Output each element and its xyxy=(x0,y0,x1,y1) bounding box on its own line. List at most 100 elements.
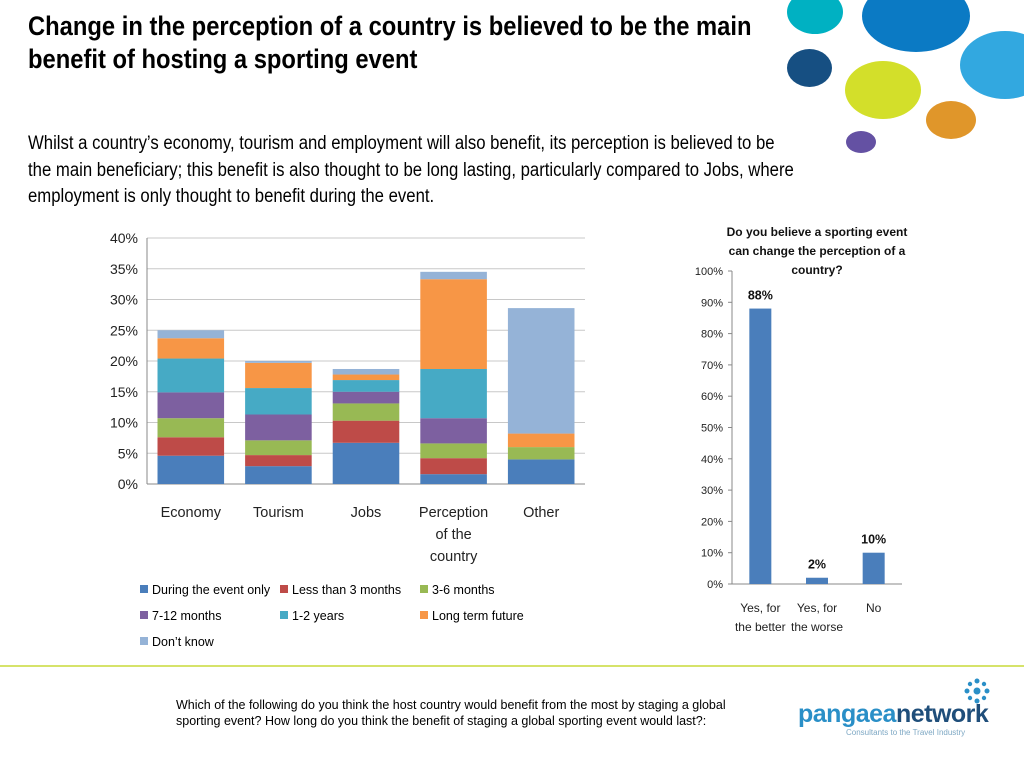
y-tick-label: 60% xyxy=(701,391,723,403)
legend-item: 3-6 months xyxy=(420,583,495,597)
y-tick-label: 5% xyxy=(118,445,138,461)
bar-segment xyxy=(332,442,400,484)
bar-segment xyxy=(507,447,575,460)
bar-segment xyxy=(157,437,225,456)
data-label: 88% xyxy=(748,289,773,303)
bar-segment xyxy=(157,418,225,438)
y-tick-label: 15% xyxy=(110,384,138,400)
decorative-circle-purple xyxy=(846,131,876,153)
x-tick-label: of the xyxy=(435,527,471,543)
legend-item: 7-12 months xyxy=(140,609,221,623)
y-tick-label: 30% xyxy=(701,485,723,497)
chart-title: can change the perception of a xyxy=(729,244,906,258)
bar-segment xyxy=(245,361,312,363)
legend-swatch xyxy=(420,611,428,619)
y-tick-label: 35% xyxy=(110,261,138,277)
logo-wordmark: pangaeanetwork xyxy=(798,700,989,729)
bar-segment xyxy=(245,388,312,415)
bar-segment xyxy=(245,455,312,467)
legend-item: Less than 3 months xyxy=(280,583,401,597)
slide-body-text: Whilst a country’s economy, tourism and … xyxy=(28,133,794,207)
logo-wordmark-part2: network xyxy=(895,700,989,728)
x-tick-label: Yes, for xyxy=(797,601,837,615)
bar-segment xyxy=(245,440,312,456)
x-tick-label: the worse xyxy=(791,620,843,634)
slide-title: Change in the perception of a country is… xyxy=(28,11,752,74)
legend-swatch xyxy=(140,611,148,619)
legend-label: 7-12 months xyxy=(152,609,222,623)
legend-label: 1-2 years xyxy=(292,609,345,623)
legend-swatch xyxy=(420,585,428,593)
logo-wordmark-part1: pangaea xyxy=(798,700,896,728)
x-tick-label: Tourism xyxy=(253,505,304,521)
bar-segment xyxy=(420,271,487,280)
legend-swatch xyxy=(280,585,288,593)
y-tick-label: 0% xyxy=(707,579,723,591)
legend-label: 3-6 months xyxy=(432,583,495,597)
benefit-duration-stacked-bar-chart: 0% 5% 10% 15% 20% 25% 30% 35% 40% Economy Tourism J… xyxy=(110,230,585,565)
bar-segment xyxy=(157,358,225,393)
legend-item: Long term future xyxy=(420,609,524,623)
y-tick-label: 40% xyxy=(110,230,138,246)
y-tick-label: 90% xyxy=(701,297,723,309)
legend-label: Don’t know xyxy=(152,635,214,649)
y-tick-label: 100% xyxy=(695,266,723,278)
bar-segment xyxy=(332,403,400,421)
y-tick-label: 80% xyxy=(701,329,723,341)
bar-segment xyxy=(420,418,487,444)
legend-swatch xyxy=(140,585,148,593)
bar-segment xyxy=(420,458,487,475)
survey-question-footnote: Which of the following do you think the … xyxy=(176,698,726,728)
bar-segment xyxy=(157,455,225,484)
bar-segment xyxy=(332,420,400,443)
x-tick-label: the better xyxy=(735,620,786,634)
y-tick-label: 20% xyxy=(110,353,138,369)
x-tick-label: Yes, for xyxy=(740,601,780,615)
perception-change-bar-chart: Do you believe a sporting event can chang… xyxy=(695,225,908,634)
legend-label: During the event only xyxy=(152,583,271,597)
x-tick-label: country xyxy=(430,549,478,565)
bar xyxy=(806,577,828,584)
bar-segment xyxy=(507,459,575,484)
x-tick-label: Economy xyxy=(161,505,222,521)
legend-item: During the event only xyxy=(140,583,270,597)
bar-segment xyxy=(245,414,312,441)
decorative-circle-teal xyxy=(787,0,843,34)
bar-segment xyxy=(420,279,487,369)
decorative-circle-lime xyxy=(845,61,921,119)
x-tick-label: Perception xyxy=(419,505,488,521)
logo-dots-icon xyxy=(964,678,990,704)
legend-swatch xyxy=(140,637,148,645)
bar xyxy=(749,308,772,584)
bar-segment xyxy=(420,368,487,419)
x-tick-label: Jobs xyxy=(351,505,382,521)
data-label: 2% xyxy=(808,558,826,572)
bar-segment xyxy=(157,392,225,419)
y-tick-label: 10% xyxy=(701,548,723,560)
bar xyxy=(862,552,885,584)
x-tick-label: No xyxy=(866,601,882,615)
bar-segment xyxy=(245,362,312,389)
legend-label: Long term future xyxy=(432,609,524,623)
bar-segment xyxy=(157,330,225,339)
decorative-circle-orange xyxy=(926,101,976,139)
y-tick-label: 25% xyxy=(110,322,138,338)
decorative-circle-sky xyxy=(960,31,1024,99)
data-label: 10% xyxy=(861,533,886,547)
bar-segment xyxy=(332,391,400,404)
y-tick-label: 10% xyxy=(110,415,138,431)
y-tick-label: 20% xyxy=(701,516,723,528)
legend-label: Less than 3 months xyxy=(292,583,402,597)
chart-title: Do you believe a sporting event xyxy=(727,225,908,239)
bar-segment xyxy=(332,380,400,392)
bar-segment xyxy=(157,338,225,359)
y-tick-label: 50% xyxy=(701,423,723,435)
decorative-circle-blue xyxy=(862,0,970,52)
y-tick-label: 70% xyxy=(701,360,723,372)
legend-item: Don’t know xyxy=(140,635,214,649)
bar-segment xyxy=(332,374,400,381)
decorative-circle-navy xyxy=(787,49,832,87)
y-tick-label: 0% xyxy=(118,476,138,492)
legend-item: 1-2 years xyxy=(280,609,344,623)
bar-segment xyxy=(420,443,487,459)
